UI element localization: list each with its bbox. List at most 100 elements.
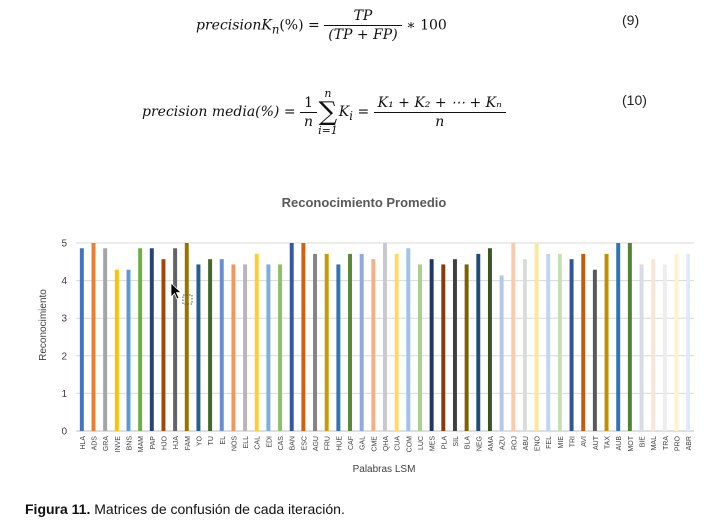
- bar-azu: [499, 275, 504, 431]
- x-tick-label-neg: NEG: [476, 436, 483, 451]
- bar-pla: [441, 264, 446, 431]
- x-tick-label-tax: TAX: [605, 436, 612, 449]
- figure-caption: Figura 11. Matrices de confusión de cada…: [25, 501, 345, 517]
- x-tick-label-pla: PLA: [441, 436, 448, 450]
- x-tick-label-roj: ROJ: [511, 436, 518, 450]
- bar-ban: [289, 243, 294, 431]
- bar-chart: Reconocimiento Promedio 0 1 2 3 4 5 HLA ADS GRA…: [38, 195, 694, 475]
- bar-fel: [546, 253, 551, 431]
- x-tick-label-cas: CAS: [278, 436, 285, 451]
- y-tick-label: 2: [61, 351, 67, 362]
- eq10-sum-symbol: ∑: [318, 97, 338, 127]
- x-tick-label-cme: CME: [371, 436, 378, 452]
- bar-luc: [417, 264, 422, 431]
- x-tick-label-bie: BIE: [640, 436, 647, 448]
- x-tick-label-tu: TU: [208, 436, 215, 445]
- x-tick-label-mie: MIE: [558, 436, 565, 449]
- chart-y-ticks: 0 1 2 3 4 5: [61, 239, 67, 438]
- x-tick-label-abr: ABR: [686, 436, 693, 450]
- bar-bns: [126, 269, 131, 431]
- eq9-lhs-tail: (%) =: [279, 17, 320, 34]
- x-tick-label-luc: LUC: [418, 436, 425, 450]
- bar-pro: [674, 253, 679, 431]
- bar-sil: [452, 259, 457, 431]
- x-tick-label-pro: PRO: [675, 435, 682, 451]
- bar-pap: [149, 248, 154, 431]
- bar-esc: [301, 243, 306, 431]
- bar-neg: [476, 253, 481, 431]
- bar-hja: [173, 248, 178, 431]
- x-tick-label-aub: AUB: [616, 436, 623, 451]
- x-tick-label-bns: BNS: [126, 436, 133, 451]
- x-tick-label-ban: BAN: [290, 436, 297, 450]
- figure-caption-text: Matrices de confusión de cada iteración.: [90, 501, 345, 517]
- x-tick-label-inve: INVE: [115, 436, 122, 453]
- eq10-one-over-n: 1 n: [300, 95, 318, 130]
- y-tick-label: 0: [61, 427, 67, 438]
- eq9-denominator: (TP + FP): [328, 27, 398, 43]
- bar-gal: [359, 253, 364, 431]
- bar-agu: [313, 253, 318, 431]
- eq9-tail: ∗ 100: [406, 17, 447, 34]
- figure-caption-label: Figura 11.: [25, 501, 91, 517]
- x-tick-label-fam: FAM: [185, 436, 192, 451]
- y-tick-label: 3: [61, 314, 67, 325]
- chart-bars: [79, 243, 691, 431]
- x-tick-label-nos: NOS: [231, 436, 238, 452]
- bar-aut: [592, 269, 597, 431]
- x-tick-label-hjo: HJO: [161, 435, 168, 450]
- bar-abr: [686, 253, 691, 431]
- x-tick-label-gra: GRA: [103, 436, 110, 452]
- x-tick-label-mot: MOT: [628, 435, 635, 451]
- bar-tu: [208, 259, 213, 431]
- x-tick-label-hja: HJA: [173, 436, 180, 450]
- mouse-cursor-icon: [170, 282, 193, 305]
- bar-cas: [278, 264, 283, 431]
- x-tick-label-fru: FRU: [325, 436, 332, 450]
- bar-ell: [243, 264, 248, 431]
- chart-y-axis-label: Reconocimiento: [38, 289, 49, 361]
- x-tick-label-abu: ABU: [523, 436, 530, 450]
- x-tick-label-eno: ENO: [535, 435, 542, 451]
- eq10-sum-bottom: i=1: [318, 124, 338, 137]
- y-tick-label: 1: [61, 389, 67, 400]
- x-tick-label-tri: TRI: [570, 436, 577, 447]
- bar-caf: [348, 253, 353, 431]
- x-tick-label-hla: HLA: [80, 436, 87, 450]
- y-tick-label: 5: [61, 239, 67, 250]
- eq10-n: n: [304, 113, 314, 130]
- y-tick-label: 4: [61, 276, 67, 287]
- bar-mie: [557, 253, 562, 431]
- x-tick-label-mam: MAM: [138, 436, 145, 453]
- bar-inve: [114, 269, 119, 431]
- x-tick-label-yo: YO: [196, 435, 203, 446]
- bar-mam: [138, 248, 143, 431]
- bar-fru: [324, 253, 329, 431]
- x-tick-label-bla: BLA: [465, 436, 472, 450]
- x-tick-label-ama: AMA: [488, 436, 495, 452]
- equation-9: precisionKn(%) = TP (TP + FP) ∗ 100: [196, 8, 447, 43]
- x-tick-label-qha: QHA: [383, 436, 390, 452]
- bar-roj: [511, 243, 516, 431]
- bar-cme: [371, 259, 376, 431]
- eq9-lhs: precisionK: [196, 17, 272, 34]
- bar-abu: [522, 259, 527, 431]
- x-tick-label-el: EL: [220, 436, 227, 445]
- bar-bie: [639, 264, 644, 431]
- bar-cua: [394, 253, 399, 431]
- bar-bla: [464, 264, 469, 431]
- bar-hue: [336, 264, 341, 431]
- x-tick-label-gal: GAL: [360, 436, 367, 450]
- eq10-sum-top: n: [324, 87, 332, 100]
- bar-qha: [383, 243, 387, 431]
- bar-hjo: [161, 259, 166, 431]
- bar-el: [219, 259, 224, 431]
- bar-mot: [627, 243, 632, 431]
- bar-eno: [534, 243, 539, 431]
- eq10-equals: =: [357, 104, 370, 120]
- eq10-denominator: n: [435, 113, 445, 130]
- equation-9-number: (9): [622, 12, 640, 28]
- x-tick-label-com: COM: [406, 436, 413, 453]
- x-tick-label-mes: MES: [430, 436, 437, 452]
- x-tick-label-avi: AVI: [581, 436, 588, 447]
